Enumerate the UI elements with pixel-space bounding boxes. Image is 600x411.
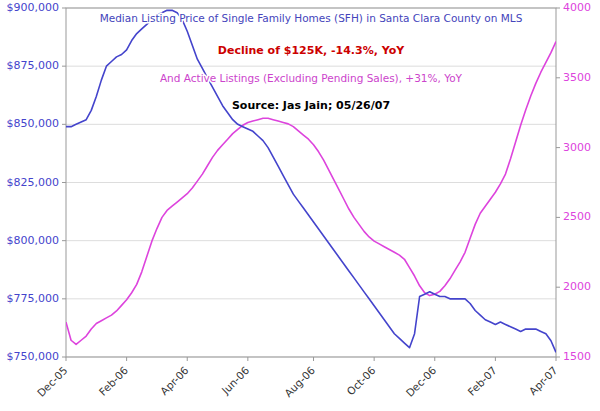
y-tick bbox=[62, 182, 66, 183]
x-tick-label: Aug-06 bbox=[282, 364, 317, 399]
y-tick-label: $775,000 bbox=[7, 292, 60, 305]
y-tick bbox=[62, 298, 66, 299]
y2-tick-label: 2000 bbox=[563, 280, 591, 293]
grid-line bbox=[66, 66, 556, 67]
x-tick-label: Jun-06 bbox=[218, 364, 251, 397]
y2-tick bbox=[556, 147, 560, 148]
y2-tick-label: 1500 bbox=[563, 350, 591, 363]
y-tick bbox=[62, 357, 66, 358]
grid-line bbox=[66, 182, 556, 183]
x-tick bbox=[247, 357, 248, 361]
annotations: Median Listing Price of Single Family Ho… bbox=[100, 12, 523, 112]
x-tick bbox=[434, 357, 435, 361]
x-tick-label: Feb-07 bbox=[465, 364, 499, 398]
x-tick bbox=[495, 357, 496, 361]
title: Median Listing Price of Single Family Ho… bbox=[100, 12, 523, 24]
series-line bbox=[66, 10, 556, 352]
y-tick-label: $875,000 bbox=[7, 59, 60, 72]
plot-frame bbox=[66, 8, 556, 357]
y-tick bbox=[62, 8, 66, 9]
grid-line bbox=[66, 298, 556, 299]
y-tick bbox=[62, 66, 66, 67]
y-tick-label: $900,000 bbox=[7, 1, 60, 14]
y2-tick bbox=[556, 77, 560, 78]
y2-axis: 1500 2000 2500 3000 3500 4000 bbox=[556, 1, 591, 363]
x-tick-label: Dec-06 bbox=[403, 364, 438, 399]
annotation: And Active Listings (Excluding Pending S… bbox=[160, 72, 463, 84]
y-axis: $750,000 $775,000 $800,000 $825,000 $850,000… bbox=[7, 1, 67, 363]
y-tick bbox=[62, 124, 66, 125]
y2-tick bbox=[556, 357, 560, 358]
series-group bbox=[66, 10, 556, 352]
y2-tick-label: 3500 bbox=[563, 71, 591, 84]
x-tick bbox=[556, 357, 557, 361]
grid-line bbox=[66, 240, 556, 241]
chart: $750,000 $775,000 $800,000 $825,000 $850,000… bbox=[0, 0, 600, 411]
x-tick-label: Apr-07 bbox=[527, 364, 560, 397]
x-tick bbox=[66, 357, 67, 361]
x-tick-label: Dec-05 bbox=[35, 364, 70, 399]
x-tick-label: Feb-06 bbox=[96, 364, 130, 398]
y-tick-label: $800,000 bbox=[7, 234, 60, 247]
y-tick-label: $825,000 bbox=[7, 176, 60, 189]
grid bbox=[66, 8, 556, 357]
x-tick-label: Apr-06 bbox=[158, 364, 191, 397]
y2-tick-label: 4000 bbox=[563, 1, 591, 14]
annotation: Source: Jas Jain; 05/26/07 bbox=[232, 99, 390, 112]
x-tick bbox=[313, 357, 314, 361]
y2-tick bbox=[556, 217, 560, 218]
annotation: Decline of $125K, -14.3%, YoY bbox=[218, 44, 405, 57]
x-tick bbox=[126, 357, 127, 361]
y2-tick-label: 3000 bbox=[563, 141, 591, 154]
y-tick bbox=[62, 240, 66, 241]
grid-line bbox=[66, 124, 556, 125]
x-axis: Dec-05 Feb-06 Apr-06 Jun-06 Aug-06 Oct-06 Dec-… bbox=[35, 357, 560, 399]
y-tick-label: $750,000 bbox=[7, 350, 60, 363]
x-tick bbox=[374, 357, 375, 361]
y2-tick-label: 2500 bbox=[563, 210, 591, 223]
y2-tick bbox=[556, 8, 560, 9]
y-tick-label: $850,000 bbox=[7, 117, 60, 130]
y2-tick bbox=[556, 287, 560, 288]
series-line bbox=[66, 42, 556, 345]
x-tick bbox=[187, 357, 188, 361]
x-tick-label: Oct-06 bbox=[344, 364, 378, 398]
